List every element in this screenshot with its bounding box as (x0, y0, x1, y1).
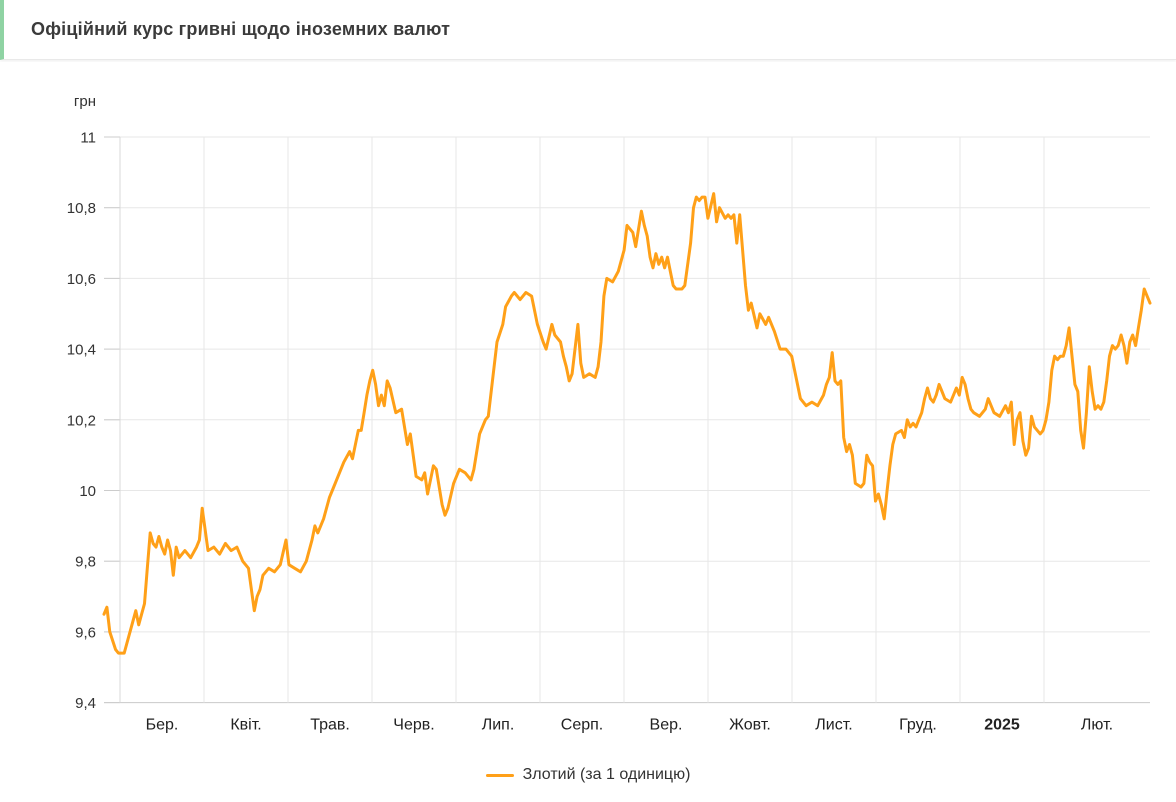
page-title: Офіційний курс гривні щодо іноземних вал… (31, 19, 451, 39)
chart-panel: грн 11 10,8 10,6 10,4 10,2 10 9,8 9,6 9,4 Бер. Кві… (0, 62, 1176, 797)
y-axis-title: грн (73, 93, 96, 110)
svg-text:Квіт.: Квіт. (230, 717, 261, 734)
svg-text:10,2: 10,2 (67, 412, 96, 429)
svg-text:Вер.: Вер. (650, 717, 683, 734)
svg-text:Груд.: Груд. (899, 717, 937, 734)
svg-text:10,6: 10,6 (67, 271, 96, 288)
title-bar: Офіційний курс гривні щодо іноземних вал… (0, 0, 1176, 60)
svg-text:9,8: 9,8 (75, 554, 96, 571)
svg-text:Серп.: Серп. (561, 717, 603, 734)
svg-text:10: 10 (79, 483, 96, 500)
line-chart-svg[interactable]: 11 10,8 10,6 10,4 10,2 10 9,8 9,6 9,4 Бер. Квіт. Тр… (0, 62, 1176, 797)
legend-line-marker (485, 773, 514, 777)
svg-text:Лют.: Лют. (1081, 717, 1113, 734)
svg-text:Лист.: Лист. (815, 717, 852, 734)
legend-label: Злотий (за 1 одиницю) (522, 766, 691, 783)
svg-text:11: 11 (80, 130, 96, 147)
svg-text:Бер.: Бер. (146, 717, 179, 734)
svg-text:Трав.: Трав. (310, 717, 350, 734)
svg-text:2025: 2025 (984, 717, 1020, 734)
svg-text:Черв.: Черв. (393, 717, 434, 734)
svg-text:10,4: 10,4 (67, 342, 96, 359)
svg-text:Жовт.: Жовт. (729, 717, 771, 734)
legend[interactable]: Злотий (за 1 одиницю) (0, 760, 1176, 790)
svg-text:Лип.: Лип. (482, 717, 515, 734)
svg-text:9,4: 9,4 (75, 695, 96, 712)
svg-text:9,6: 9,6 (75, 624, 96, 641)
svg-text:10,8: 10,8 (67, 200, 96, 217)
